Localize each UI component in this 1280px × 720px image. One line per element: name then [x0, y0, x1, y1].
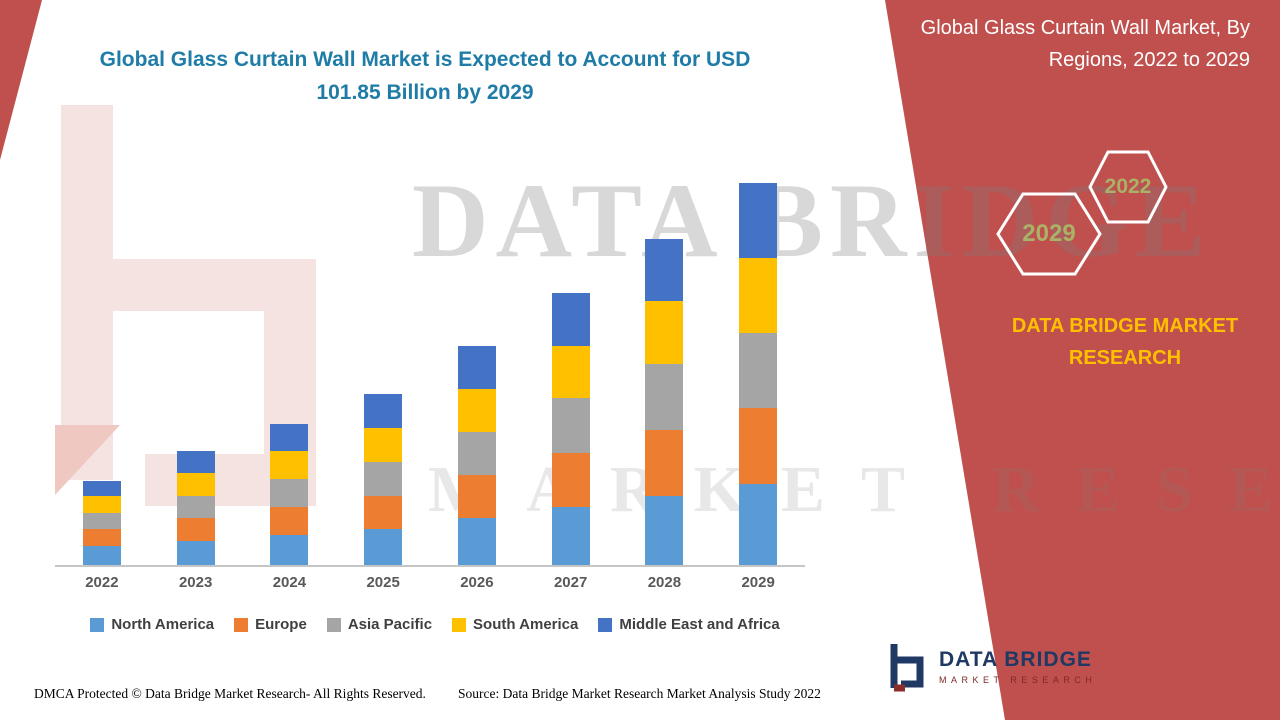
stacked-bar-2026 [457, 345, 496, 565]
legend-swatch [598, 617, 613, 632]
bar-segment [551, 345, 590, 399]
bar-slot [55, 480, 149, 565]
x-axis-label: 2023 [178, 574, 213, 591]
bar-segment [364, 394, 403, 429]
x-axis-label: 2029 [741, 574, 775, 591]
bar-segment [176, 473, 215, 496]
stacked-bar-2025 [364, 394, 403, 565]
bar-segment [551, 506, 590, 565]
legend-label: Europe [255, 616, 307, 633]
legend-item: Asia Pacific [326, 616, 433, 633]
legend-item: North America [90, 616, 214, 633]
bar-segment [270, 450, 309, 479]
x-axis-label: 2025 [366, 574, 400, 591]
hexagon-2029-label: 2029 [1022, 220, 1076, 247]
stacked-bar-2024 [270, 424, 309, 565]
bar-segment [645, 238, 684, 301]
bar-segment [364, 495, 403, 530]
legend-swatch [234, 617, 249, 632]
x-axis-labels: 2022 2023 2024 2025 2026 2027 2028 2029 [55, 574, 805, 591]
bar-slot [336, 394, 430, 565]
bar-segment [364, 428, 403, 462]
bar-segment [457, 388, 496, 432]
legend-label: Middle East and Africa [619, 616, 780, 633]
bar-segment [270, 424, 309, 451]
bar-segment [739, 484, 778, 565]
hexagon-2022-label: 2022 [1104, 175, 1152, 198]
bar-segment [739, 332, 778, 408]
bar-slot [524, 293, 618, 565]
hexagon-2022-icon [1088, 150, 1168, 224]
stacked-bar-2022 [82, 480, 121, 565]
bar-segment [82, 546, 121, 565]
bar-segment [645, 430, 684, 496]
bar-segment [176, 540, 215, 565]
bar-segment [364, 461, 403, 496]
bar-segment [739, 407, 778, 485]
logo-b-mark-icon [890, 644, 924, 692]
right-panel-title: Global Glass Curtain Wall Market, By Reg… [920, 17, 1250, 71]
legend-swatch [90, 617, 105, 632]
bar-segment [270, 535, 309, 565]
stacked-bar-2027 [551, 293, 590, 565]
legend-item: Middle East and Africa [598, 616, 780, 633]
bar-segment [551, 398, 590, 453]
bar-segment [82, 495, 121, 513]
bar-segment [739, 183, 778, 258]
bar-segment [82, 512, 121, 530]
source-note: Source: Data Bridge Market Research Mark… [458, 686, 821, 701]
bar-segment [176, 518, 215, 541]
x-axis-label: 2022 [85, 574, 119, 591]
bar-slot [711, 183, 805, 565]
chart-legend: North America Europe Asia Pacific South Ame… [40, 616, 830, 633]
logo-subtitle: MARKET RESEARCH [939, 674, 1097, 685]
bar-segment [82, 529, 121, 547]
legend-item: South America [452, 616, 578, 633]
chart-title: Global Glass Curtain Wall Market is Expe… [99, 48, 751, 104]
brand-text: DATA BRIDGE MARKET RESEARCH [1011, 315, 1239, 369]
bar-segment [457, 518, 496, 565]
bar-segment [645, 300, 684, 365]
bar-segment [551, 452, 590, 507]
legend-label: Asia Pacific [347, 616, 433, 633]
legend-swatch [452, 617, 467, 632]
bar-slot [243, 424, 337, 565]
legend-swatch [326, 617, 341, 632]
bar-slot [618, 238, 712, 565]
bar-segment [457, 431, 496, 475]
legend-label: North America [111, 616, 215, 633]
x-axis-label: 2026 [460, 574, 494, 591]
bar-segment [364, 529, 403, 565]
company-logo: DATA BRIDGE MARKET RESEARCH [885, 640, 1096, 692]
bar-slot [149, 450, 243, 565]
legend-item: Europe [234, 616, 307, 633]
bar-segment [176, 495, 215, 519]
bars-row [55, 172, 805, 567]
stacked-bar-2029 [739, 183, 778, 565]
stacked-bar-2028 [645, 238, 684, 565]
bar-segment [551, 293, 590, 346]
bar-segment [270, 478, 309, 507]
bar-segment [82, 480, 121, 496]
logo-title: DATA BRIDGE [939, 647, 1092, 671]
bar-slot [430, 345, 524, 565]
x-axis-label: 2024 [272, 574, 307, 591]
bar-segment [457, 475, 496, 519]
x-axis-label: 2028 [647, 574, 682, 591]
bar-segment [176, 450, 215, 474]
bar-segment [457, 345, 496, 389]
x-axis-label: 2027 [553, 574, 588, 591]
dmca-notice: DMCA Protected © Data Bridge Market Rese… [34, 686, 426, 701]
bar-segment [739, 257, 778, 333]
legend-label: South America [473, 616, 579, 633]
bar-segment [270, 506, 309, 535]
stacked-bar-2023 [176, 450, 215, 565]
bar-segment [645, 495, 684, 565]
brand-b-watermark-icon [55, 105, 316, 506]
watermark-line1: DATA BRIDGE [412, 162, 1213, 279]
hexagon-2029-icon [996, 192, 1102, 276]
bar-segment [645, 364, 684, 430]
